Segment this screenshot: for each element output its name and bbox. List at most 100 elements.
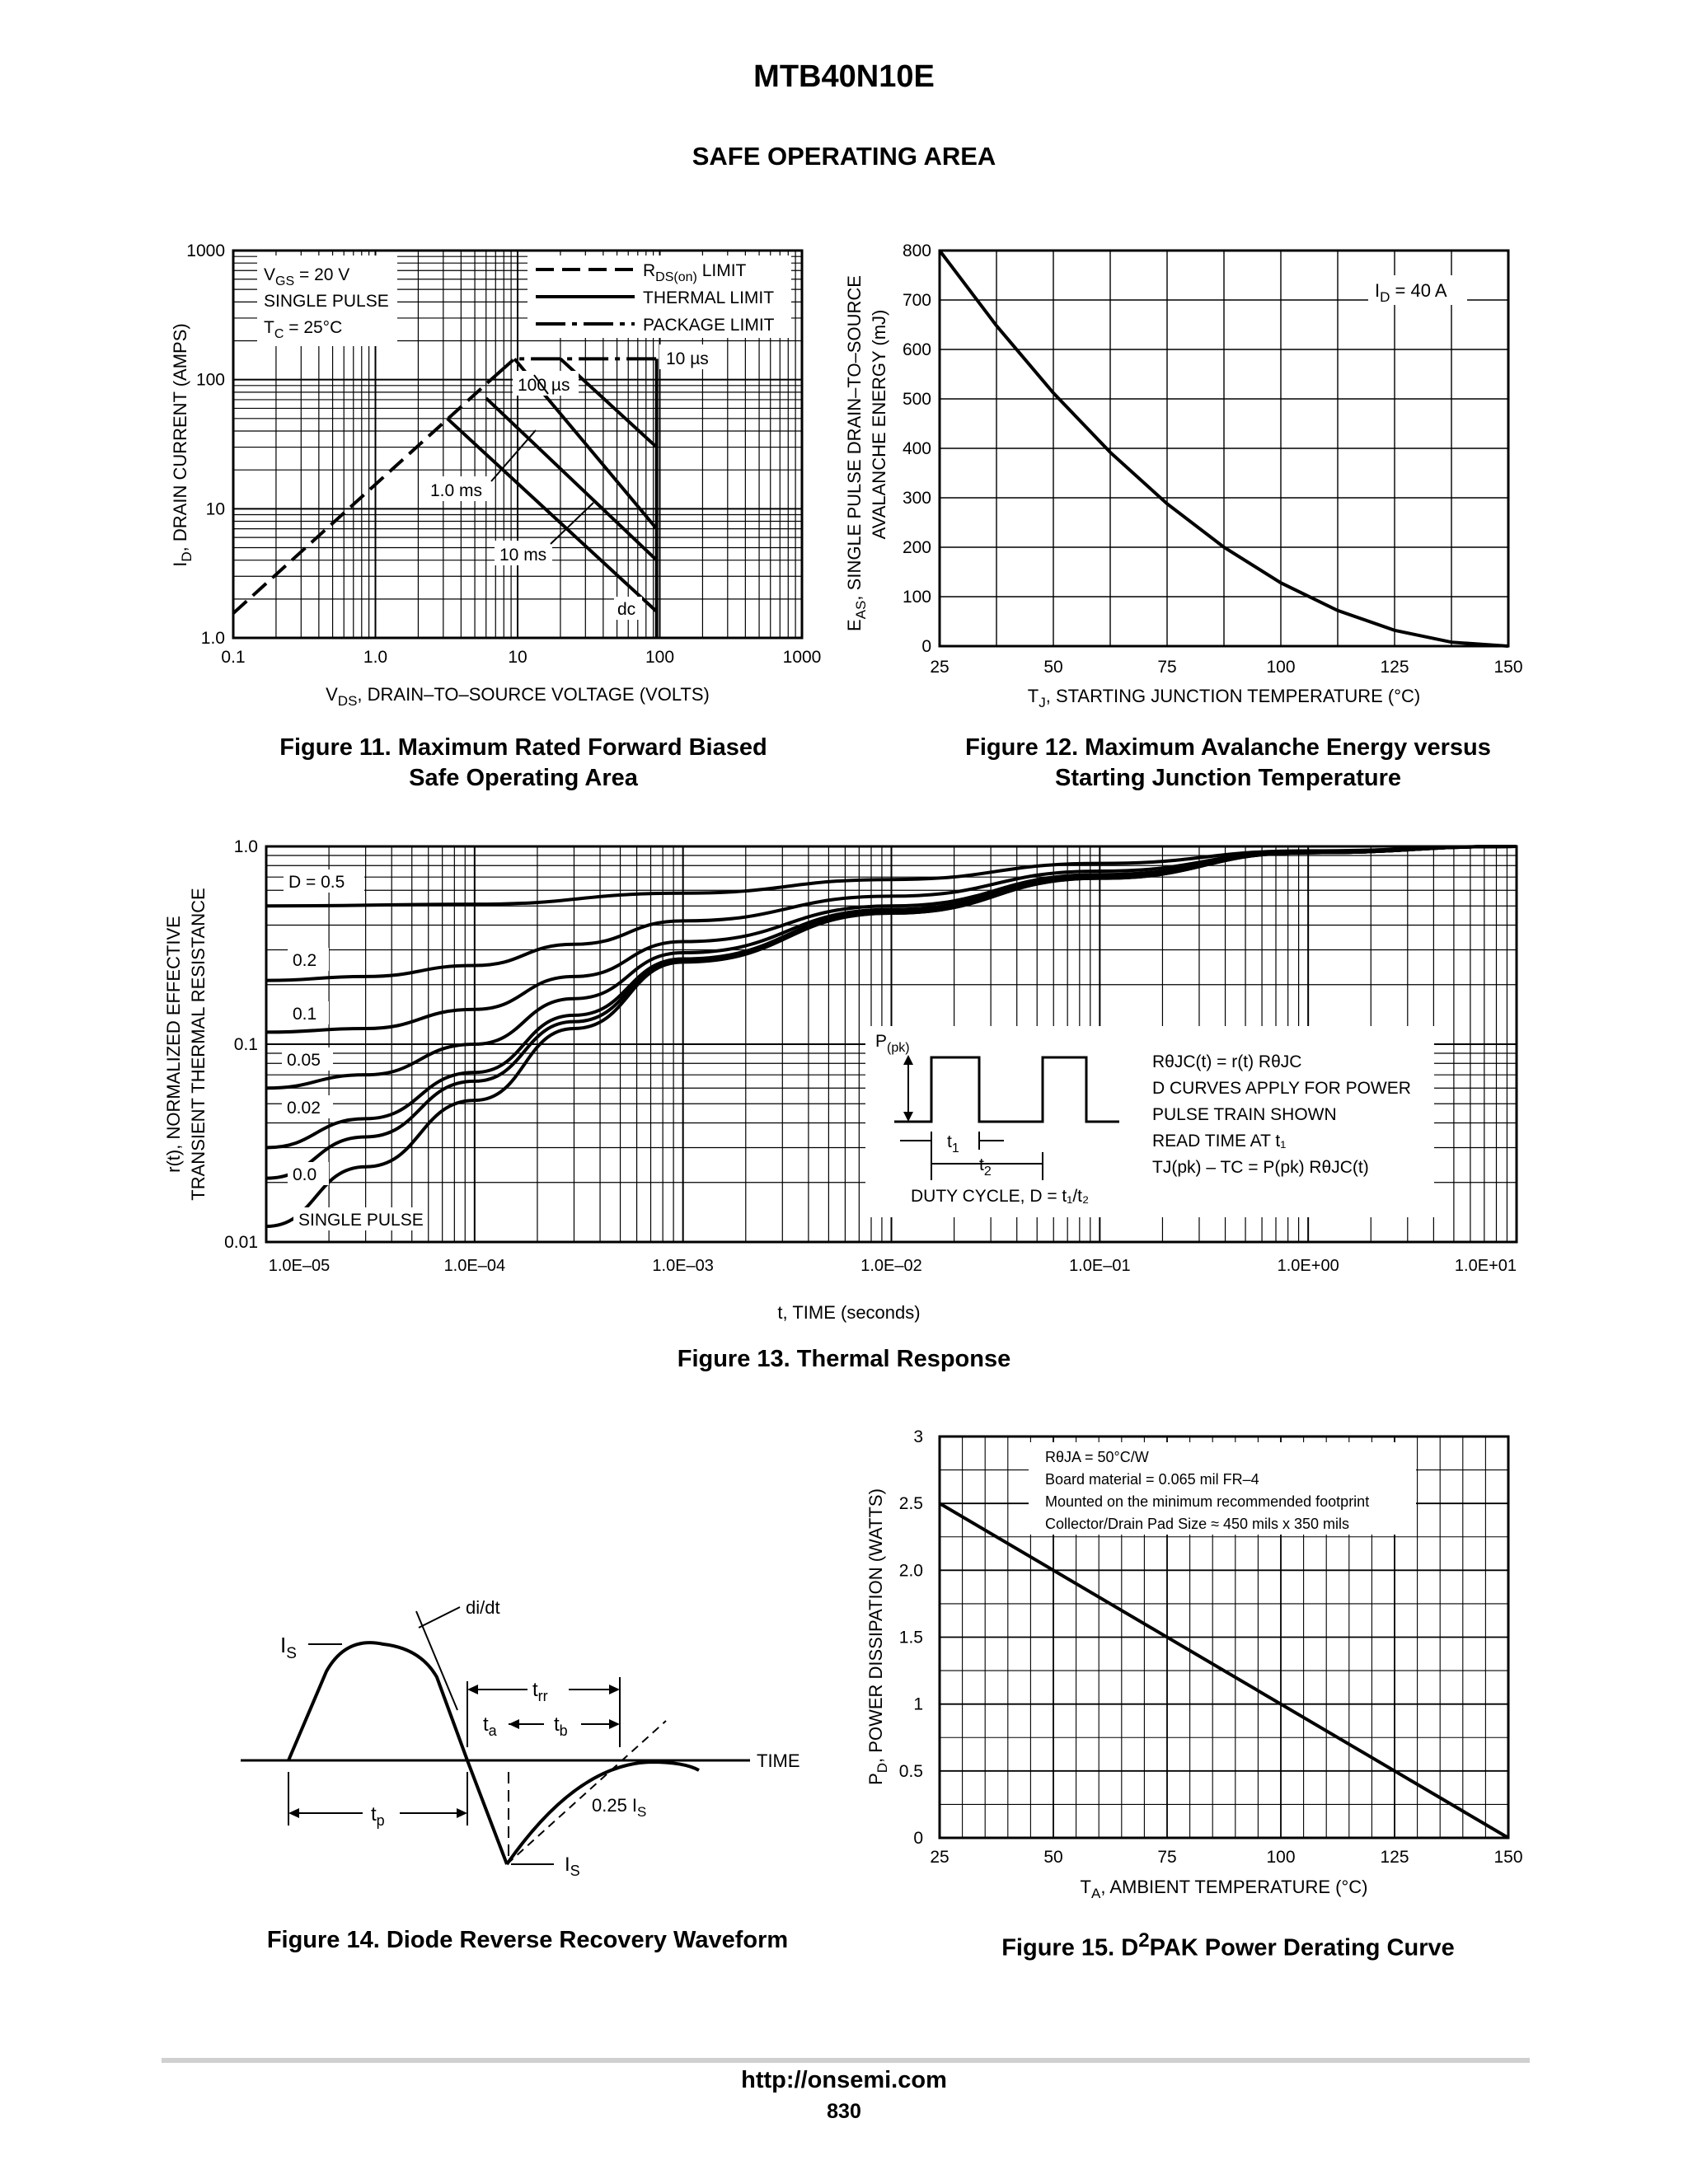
fig13-series-label: 0.02 — [287, 1099, 321, 1118]
fig13-series-label: 0.1 — [293, 1005, 316, 1024]
fig13-inset-duty-cycle: DUTY CYCLE, D = t₁/t₂ — [911, 1187, 1089, 1206]
fig11-x-axis-label: VDS, DRAIN–TO–SOURCE VOLTAGE (VOLTS) — [326, 684, 710, 709]
fig14-tangent-dashed — [506, 1720, 667, 1865]
fig14-trr-arrowhead-right — [609, 1685, 620, 1694]
fig12-chart: 25 50 75 100 125 150 0 100 200 300 400 500 600 700 800… — [844, 241, 1523, 710]
fig13-y-axis-label-line1: r(t), NORMALIZED EFFECTIVE — [163, 916, 184, 1173]
fig15-x-tick-label: 75 — [1157, 1848, 1176, 1867]
fig13-inset-ppk: P(pk) — [875, 1032, 910, 1055]
fig13-x-axis-label: t, TIME (seconds) — [777, 1302, 920, 1323]
fig13-x-tick-label: 1.0E+01 — [1455, 1257, 1517, 1275]
fig12-y-tick-label: 500 — [903, 390, 931, 409]
fig11-leader-100us — [533, 374, 549, 395]
fig12-y-tick-label: 100 — [903, 588, 931, 607]
fig12-energy-curve — [938, 249, 1509, 648]
fig11-caption: Figure 11. Maximum Rated Forward Biased … — [239, 733, 808, 794]
fig11-legend-package: PACKAGE LIMIT — [643, 316, 775, 335]
fig11-y-tick-label: 10 — [206, 499, 225, 518]
fig13-x-tick-label: 1.0E+00 — [1278, 1257, 1339, 1275]
fig13-x-tick-label: 1.0E–03 — [652, 1257, 714, 1275]
fig13-x-tick-label: 1.0E–02 — [860, 1257, 922, 1275]
fig14-didt-line — [415, 1610, 458, 1711]
footer-divider — [162, 2058, 1530, 2063]
fig11-condition-pulse: SINGLE PULSE — [264, 292, 389, 311]
fig12-caption-line1: Figure 12. Maximum Avalanche Energy vers… — [965, 734, 1491, 761]
fig15-note-2: Board material = 0.065 mil FR–4 — [1045, 1471, 1259, 1488]
fig13-y-tick-label: 0.01 — [224, 1233, 258, 1252]
fig13-inset-note-4: READ TIME AT t₁ — [1152, 1132, 1286, 1151]
fig15-y-axis-label: PD, POWER DISSIPATION (WATTS) — [865, 1488, 890, 1785]
fig14-tp-arrowhead-right — [457, 1808, 467, 1818]
fig15-derating-line — [938, 1502, 1510, 1840]
footer-page-number: 830 — [827, 2100, 861, 2123]
fig11-conditions-box — [257, 255, 397, 346]
fig14-label-trr: trr — [532, 1679, 548, 1704]
fig12-caption-line2: Starting Junction Temperature — [1054, 765, 1402, 791]
fig11-condition-tc: TC = 25°C — [264, 318, 342, 341]
fig13-y-axis-label-line2: TRANSIENT THERMAL RESISTANCE — [188, 888, 209, 1200]
fig13-series-label-bg — [293, 1207, 424, 1230]
fig14-tb-arrowhead-right — [609, 1719, 620, 1729]
fig12-y-tick-label: 200 — [903, 538, 931, 557]
fig11-label-dc: dc — [617, 600, 635, 619]
fig14-forward-current-waveform — [287, 1641, 509, 1865]
fig12-caption: Figure 12. Maximum Avalanche Energy vers… — [915, 733, 1541, 794]
fig14-trr-arrowhead-left — [467, 1685, 478, 1694]
fig12-x-tick-label: 150 — [1493, 658, 1522, 677]
fig11-caption-line2: Safe Operating Area — [409, 765, 638, 791]
fig14-tb-arrowhead-left — [509, 1719, 519, 1729]
fig15-caption-main: Figure 15. D — [1001, 1934, 1139, 1961]
fig11-series-line — [446, 417, 659, 613]
fig12-y-tick-label: 600 — [903, 340, 931, 359]
fig15-x-tick-label: 50 — [1043, 1848, 1062, 1867]
fig13-series-label-bg — [288, 948, 329, 971]
fig12-x-tick-label: 50 — [1043, 658, 1062, 677]
fig11-series-line — [485, 396, 659, 562]
fig15-notes-box — [1029, 1442, 1416, 1535]
fig14-label-tp: tp — [371, 1803, 385, 1829]
fig15-y-tick-label: 2.5 — [899, 1494, 923, 1513]
fig14-label-is-bottom: IS — [565, 1854, 580, 1879]
fig11-x-tick-label: 1.0 — [363, 648, 387, 667]
fig13-inset-arrowhead-down — [903, 1112, 913, 1122]
fig12-y-tick-label: 0 — [921, 637, 931, 656]
fig12-annotation-id: ID = 40 A — [1375, 280, 1447, 305]
fig11-x-tick-label: 100 — [645, 648, 674, 667]
fig15-caption-sup: 2 — [1138, 1929, 1150, 1952]
fig11-series-line — [232, 378, 493, 615]
fig12-annotation-bg — [1368, 275, 1467, 305]
fig14-label-tb: tb — [554, 1713, 568, 1739]
fig11-label-bg-10ms — [495, 541, 552, 565]
footer-url[interactable]: http://onsemi.com — [741, 2067, 947, 2093]
fig11-y-tick-label: 1.0 — [201, 629, 225, 648]
fig15-note-4: Collector/Drain Pad Size ≈ 450 mils x 35… — [1045, 1516, 1349, 1532]
fig12-x-tick-label: 125 — [1380, 658, 1409, 677]
fig11-y-tick-label: 100 — [196, 371, 225, 390]
fig11-label-bg-dc — [614, 597, 642, 620]
fig13-inset-pulse-train — [894, 1056, 1119, 1123]
fig12-y-axis-label-line2: AVALANCHE ENERGY (mJ) — [869, 310, 889, 540]
fig14-label-didt: di/dt — [466, 1597, 500, 1618]
fig12-y-axis-label-line1: EAS, SINGLE PULSE DRAIN–TO–SOURCE — [844, 275, 869, 631]
fig15-x-tick-label: 25 — [930, 1848, 949, 1867]
fig13-inset-note-5: TJ(pk) – TC = P(pk) RθJC(t) — [1152, 1158, 1369, 1177]
fig14-recovery-waveform — [505, 1760, 700, 1866]
fig15-note-3: Mounted on the minimum recommended footp… — [1045, 1493, 1369, 1510]
fig11-leader-10ms — [550, 502, 594, 545]
fig12-plot-frame — [938, 249, 1510, 648]
fig13-x-tick-label: 1.0E–05 — [269, 1257, 331, 1275]
fig13-inset-note-1: RθJC(t) = r(t) RθJC — [1152, 1052, 1301, 1071]
fig13-chart: 1.0E–05 1.0E–04 1.0E–03 1.0E–02 1.0E–01 1.0E+… — [163, 837, 1518, 1323]
fig14-didt-leader — [418, 1606, 461, 1629]
fig15-x-tick-label: 150 — [1493, 1848, 1522, 1867]
fig12-y-tick-label: 300 — [903, 489, 931, 508]
fig11-plot-frame — [232, 249, 804, 640]
fig13-inset-t1: t1 — [947, 1132, 959, 1155]
fig13-series-curve — [265, 845, 1517, 1228]
fig12-x-tick-label: 75 — [1157, 658, 1176, 677]
fig13-inset-t2: t2 — [979, 1155, 992, 1179]
fig13-inset-note-2: D CURVES APPLY FOR POWER — [1152, 1079, 1411, 1098]
fig15-plot-frame — [938, 1435, 1510, 1840]
